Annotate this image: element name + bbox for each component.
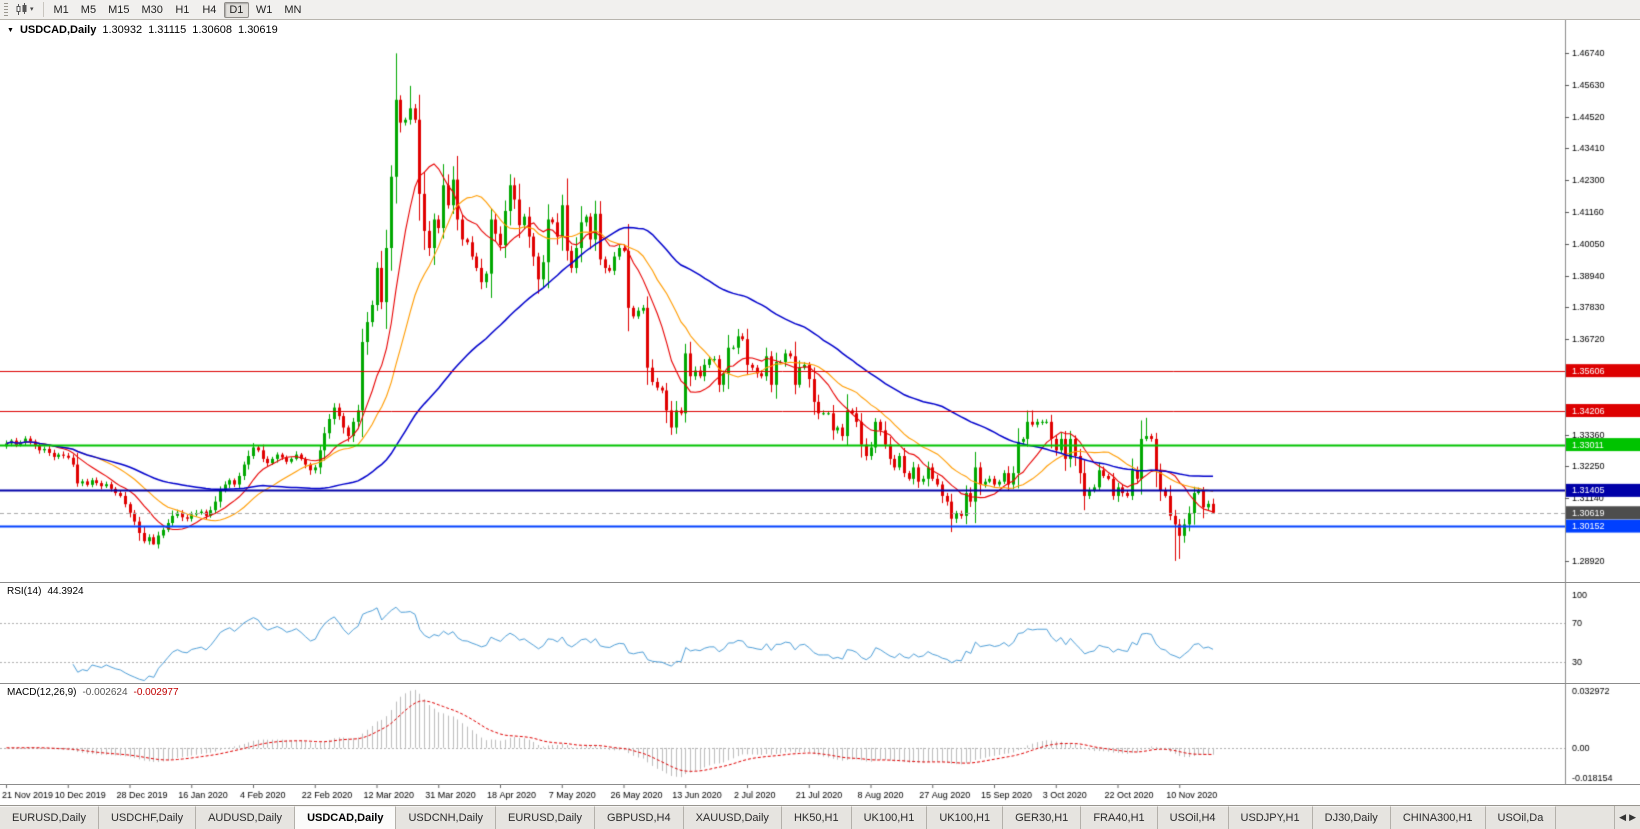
chart-tab-dj30-daily[interactable]: DJ30,Daily (1312, 806, 1391, 829)
chart-tab-xauusd-daily[interactable]: XAUUSD,Daily (683, 806, 782, 829)
chart-tab-hk50-h1[interactable]: HK50,H1 (781, 806, 852, 829)
tab-scroll-right-button[interactable]: ▶ (1629, 812, 1636, 822)
timeframe-buttons: M1 M5 M15 M30 H1 H4 D1 W1 MN (48, 1, 308, 18)
chart-tab-eurusd-daily[interactable]: EURUSD,Daily (0, 806, 99, 829)
chart-tab-audusd-daily[interactable]: AUDUSD,Daily (196, 806, 296, 829)
chart-tab-china300-h1[interactable]: CHINA300,H1 (1390, 806, 1486, 829)
ohlc-open-value: 1.30932 (102, 24, 143, 36)
timeframe-toolbar: ▾ M1 M5 M15 M30 H1 H4 D1 W1 MN (0, 0, 1640, 20)
timeframe-button-w1[interactable]: W1 (255, 3, 273, 16)
chart-tab-bar: EURUSD,Daily USDCHF,Daily AUDUSD,Daily USDC… (0, 805, 1640, 829)
ohlc-close-value: 1.30619 (238, 24, 278, 36)
timeframe-button-m1[interactable]: M1 (53, 3, 69, 16)
chart-tab-usoil-da[interactable]: USOil,Da (1485, 806, 1557, 829)
chart-tab-fra40-h1[interactable]: FRA40,H1 (1081, 806, 1158, 829)
macd-signal-value: -0.002977 (133, 687, 179, 698)
chart-tab-usoil-h4[interactable]: USOil,H4 (1157, 806, 1229, 829)
collapse-toggle-icon[interactable]: ▼ (7, 26, 14, 34)
timeframe-button-m15[interactable]: M15 (108, 3, 130, 16)
rsi-name: RSI(14) (7, 586, 42, 597)
timeframe-button-d1[interactable]: D1 (223, 1, 249, 18)
timeframe-button-m30[interactable]: M30 (141, 3, 163, 16)
tab-scroll-left-button[interactable]: ◀ (1619, 812, 1627, 822)
chart-tab-eurusd-daily[interactable]: EURUSD,Daily (496, 806, 595, 829)
macd-name: MACD(12,26,9) (7, 687, 77, 698)
toolbar-separator (42, 2, 44, 17)
rsi-value: 44.3924 (47, 586, 84, 597)
chart-tab-usdcnh-daily[interactable]: USDCNH,Daily (396, 806, 497, 829)
macd-indicator-label: MACD(12,26,9) -0.002624 -0.002977 (7, 687, 179, 698)
chart-tab-ger30-h1[interactable]: GER30,H1 (1003, 806, 1082, 829)
chart-tab-uk100-h1[interactable]: UK100,H1 (851, 806, 928, 829)
chart-symbol-label: USDCAD,Daily (19, 24, 97, 36)
candlestick-chart-icon (16, 3, 27, 15)
chart-tab-gbpusd-h4[interactable]: GBPUSD,H4 (595, 806, 684, 829)
chart-ohlc-header: ▼ USDCAD,Daily 1.30932 1.31115 1.30608 1… (7, 24, 278, 36)
ohlc-high-value: 1.31115 (148, 24, 187, 36)
chart-tab-usdchf-daily[interactable]: USDCHF,Daily (98, 806, 197, 829)
toolbar-grip[interactable] (4, 3, 8, 16)
dropdown-caret-icon: ▾ (30, 6, 34, 13)
chart-tab-usdjpy-h1[interactable]: USDJPY,H1 (1228, 806, 1313, 829)
chart-type-button[interactable]: ▾ (12, 2, 37, 17)
macd-indicator-canvas[interactable] (0, 683, 1640, 784)
ohlc-low-value: 1.30608 (192, 24, 233, 36)
chart-tab-usdcad-daily[interactable]: USDCAD,Daily (295, 806, 397, 829)
price-chart-canvas[interactable] (0, 20, 1640, 582)
macd-main-value: -0.002624 (82, 687, 128, 698)
tab-scroll-arrows: ◀ ▶ (1614, 806, 1640, 829)
timeframe-button-mn[interactable]: MN (284, 3, 302, 16)
timeframe-button-m5[interactable]: M5 (80, 3, 97, 16)
timeframe-button-h1[interactable]: H1 (175, 3, 190, 16)
rsi-indicator-label: RSI(14) 44.3924 (7, 586, 84, 597)
timeframe-button-h4[interactable]: H4 (202, 3, 217, 16)
chart-tabs: EURUSD,Daily USDCHF,Daily AUDUSD,Daily USDC… (0, 806, 1614, 829)
rsi-indicator-canvas[interactable] (0, 582, 1640, 683)
date-axis-canvas (0, 784, 1640, 805)
chart-tab-uk100-h1[interactable]: UK100,H1 (927, 806, 1004, 829)
